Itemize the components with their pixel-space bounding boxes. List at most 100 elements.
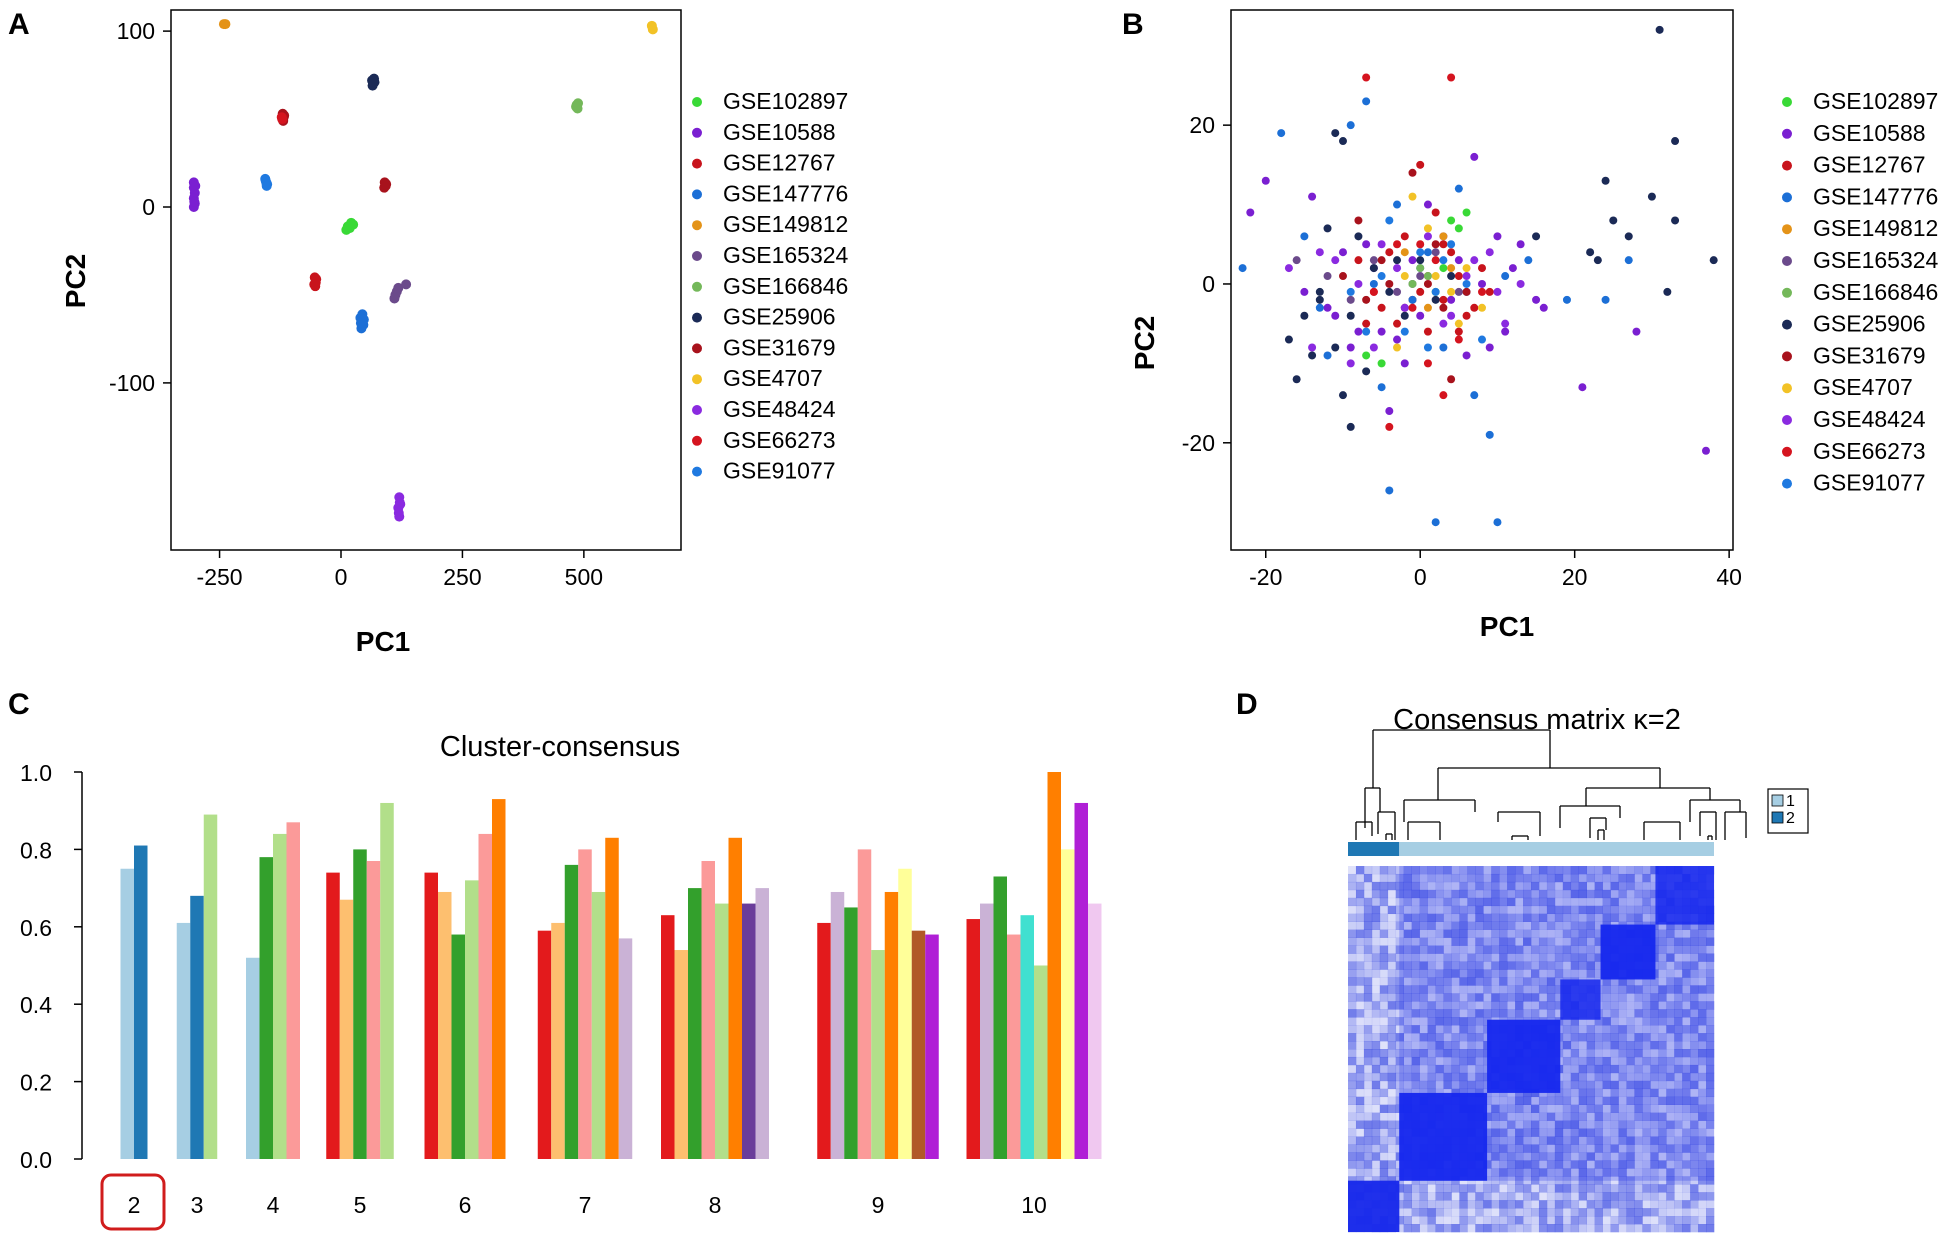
- matrix-cell: [1395, 1216, 1404, 1225]
- matrix-cell: [1387, 881, 1397, 891]
- matrix-cell: [1690, 969, 1699, 978]
- matrix-cell: [1682, 1208, 1691, 1217]
- matrix-cell: [1554, 1184, 1564, 1193]
- data-point: [1462, 272, 1471, 281]
- matrix-cell: [1674, 1056, 1683, 1066]
- matrix-cell: [1507, 1128, 1516, 1137]
- matrix-cell: [1411, 1049, 1420, 1058]
- matrix-cell: [1499, 1096, 1508, 1105]
- data-point: [1400, 327, 1409, 336]
- matrix-cell: [1475, 866, 1484, 875]
- group-label: 6: [459, 1192, 472, 1218]
- matrix-cell: [1642, 1192, 1651, 1201]
- matrix-cell: [1443, 881, 1452, 891]
- matrix-cell: [1706, 953, 1715, 962]
- matrix-cell: [1348, 905, 1357, 915]
- matrix-cell: [1562, 929, 1572, 938]
- legend-label: GSE166846: [723, 273, 848, 299]
- matrix-cell: [1562, 905, 1572, 915]
- matrix-cell: [1411, 866, 1420, 875]
- matrix-cell: [1411, 913, 1420, 922]
- matrix-cell: [1602, 1064, 1611, 1074]
- matrix-cell: [1363, 1152, 1373, 1161]
- matrix-cell: [1594, 1168, 1603, 1177]
- matrix-cell: [1483, 945, 1492, 954]
- matrix-cell: [1435, 1192, 1444, 1201]
- matrix-cell: [1443, 889, 1452, 899]
- matrix-cell: [1363, 1009, 1373, 1018]
- matrix-cell: [1650, 1017, 1659, 1026]
- matrix-cell: [1483, 921, 1492, 930]
- matrix-cell: [1602, 873, 1611, 883]
- matrix-cell: [1562, 1208, 1572, 1217]
- matrix-cell: [1395, 1041, 1404, 1050]
- matrix-cell: [1682, 1096, 1691, 1105]
- data-point: [1447, 73, 1456, 82]
- matrix-cell: [1666, 921, 1675, 930]
- matrix-cell: [1554, 1128, 1564, 1137]
- matrix-cell: [1546, 953, 1556, 962]
- matrix-cell: [1666, 1208, 1675, 1217]
- matrix-cell: [1363, 1072, 1373, 1082]
- matrix-cell: [1698, 993, 1707, 1002]
- matrix-cell: [1507, 1120, 1516, 1129]
- matrix-cell: [1371, 913, 1381, 922]
- x-tick-label: 0: [1414, 564, 1427, 590]
- matrix-cell: [1515, 1096, 1524, 1105]
- matrix-cell: [1650, 1176, 1659, 1185]
- matrix-cell: [1523, 889, 1532, 899]
- legend-marker: [692, 435, 702, 446]
- matrix-cell: [1650, 985, 1659, 994]
- matrix-cell: [1618, 1112, 1627, 1121]
- matrix-cell: [1634, 1152, 1643, 1161]
- data-point: [1246, 208, 1255, 217]
- scatter-points-b: [1238, 25, 1718, 527]
- matrix-cell: [1586, 1192, 1595, 1201]
- matrix-cell: [1698, 1112, 1707, 1121]
- matrix-cell: [1602, 1009, 1611, 1018]
- matrix-cell: [1363, 921, 1373, 930]
- matrix-cell: [1475, 1072, 1484, 1082]
- matrix-cell: [1348, 1049, 1357, 1058]
- matrix-cell: [1507, 1112, 1516, 1121]
- bar: [424, 872, 438, 1159]
- y-tick-label: 0: [1202, 271, 1215, 297]
- matrix-cell: [1538, 913, 1548, 922]
- matrix-cell: [1690, 993, 1699, 1002]
- matrix-cell: [1602, 993, 1611, 1002]
- data-point: [1454, 327, 1463, 336]
- matrix-cell: [1594, 945, 1603, 954]
- matrix-cell: [1682, 1112, 1691, 1121]
- bar: [755, 888, 769, 1159]
- matrix-cell: [1618, 1160, 1627, 1169]
- data-point: [1493, 518, 1502, 527]
- legend-marker: [692, 466, 702, 477]
- data-point: [1462, 208, 1471, 217]
- matrix-cell: [1363, 1088, 1373, 1098]
- matrix-cell: [1531, 993, 1540, 1002]
- matrix-cell: [1562, 1056, 1572, 1066]
- legend-marker: [692, 312, 702, 323]
- data-point: [1439, 391, 1448, 400]
- matrix-cell: [1658, 937, 1667, 946]
- matrix-cell: [1626, 1136, 1635, 1145]
- matrix-cell: [1642, 993, 1651, 1002]
- matrix-cell: [1594, 1033, 1603, 1042]
- bar: [339, 899, 354, 1159]
- data-point: [1485, 287, 1494, 296]
- matrix-cell: [1610, 1001, 1619, 1010]
- matrix-cell: [1642, 1144, 1651, 1153]
- matrix-cell: [1666, 1009, 1675, 1018]
- matrix-cell: [1348, 1041, 1357, 1050]
- matrix-cell: [1554, 1208, 1564, 1217]
- matrix-cell: [1483, 1160, 1492, 1169]
- matrix-cell: [1634, 1216, 1643, 1225]
- data-point: [1400, 303, 1409, 312]
- matrix-cell: [1594, 937, 1603, 946]
- matrix-cell: [1586, 929, 1595, 938]
- dendrogram: [1355, 729, 1747, 840]
- data-point: [1400, 311, 1409, 320]
- matrix-cell: [1554, 1152, 1564, 1161]
- matrix-cell: [1395, 953, 1404, 962]
- matrix-cell: [1523, 945, 1532, 954]
